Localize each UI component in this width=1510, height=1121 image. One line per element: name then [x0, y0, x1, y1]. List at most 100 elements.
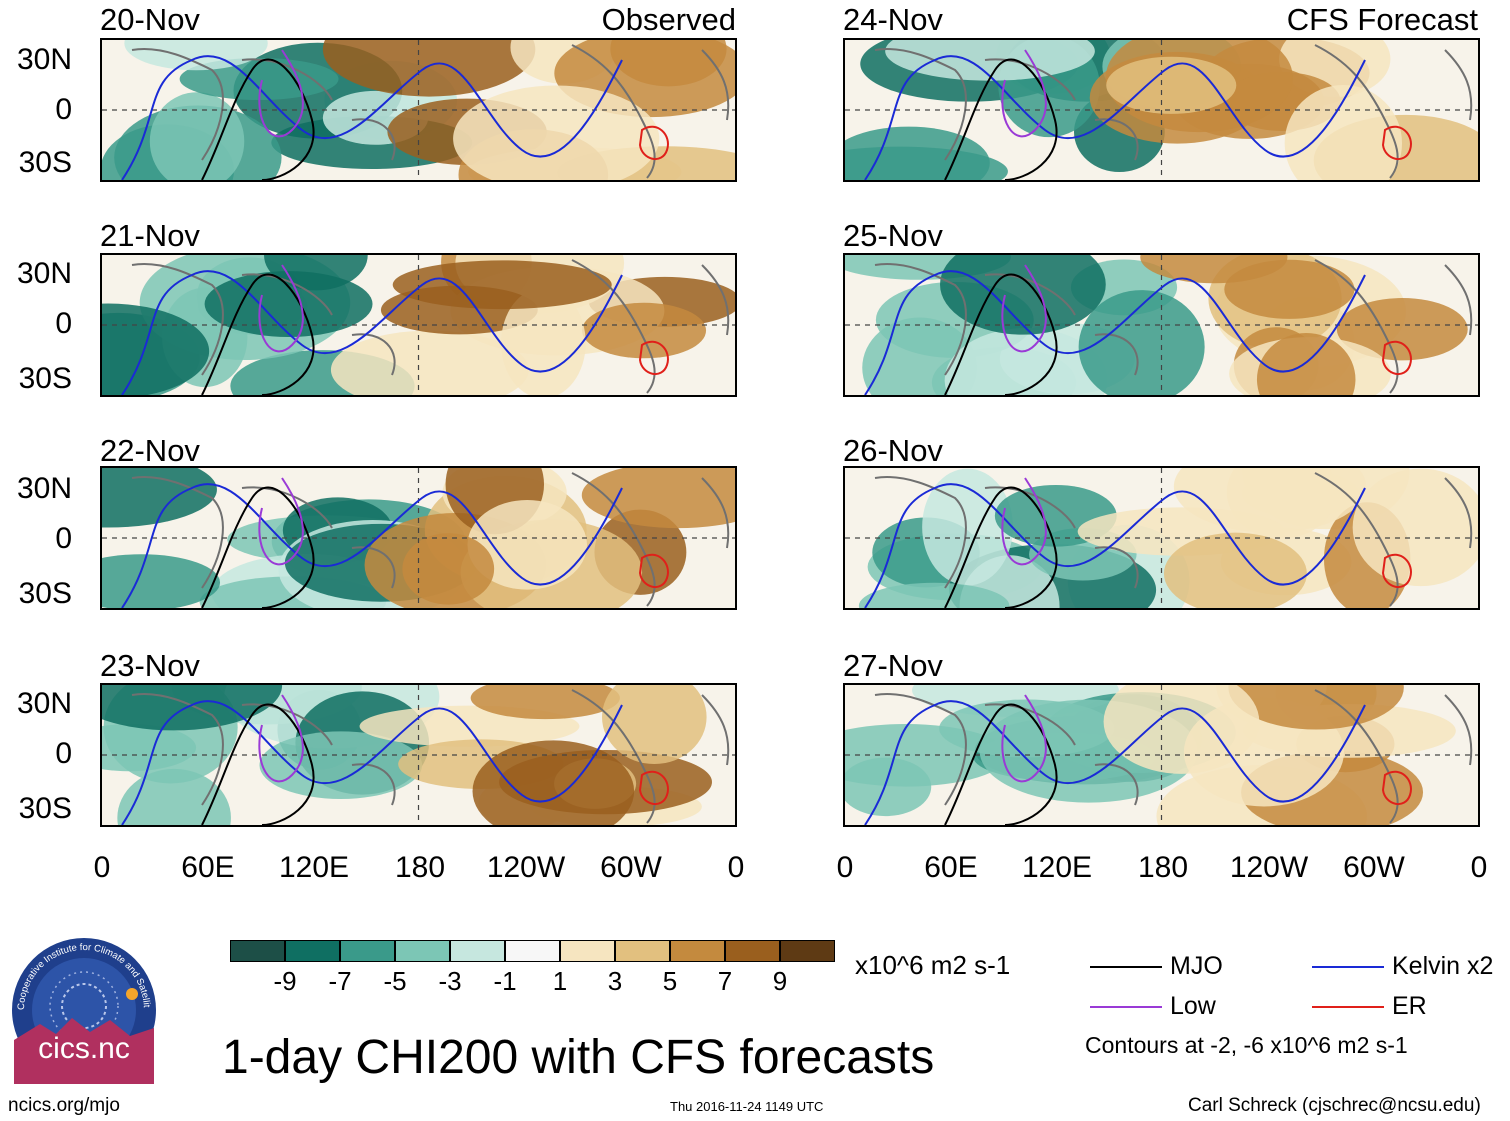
legend-line-er: [1312, 1006, 1384, 1008]
lon-label: 180: [394, 851, 446, 884]
anomaly-blob: [602, 685, 707, 765]
colorbar-tick: 3: [607, 966, 623, 996]
er-contour: [1381, 340, 1412, 375]
colorbar-swatch: [725, 940, 780, 962]
anomaly-blob: [858, 582, 1010, 608]
mjo-contour: [944, 486, 1058, 608]
anomaly-blob: [1224, 259, 1355, 319]
map-field: [845, 685, 1478, 825]
anomaly-blob: [453, 85, 660, 180]
colorbar-tick: -7: [328, 966, 352, 996]
anomaly-blob: [1228, 685, 1404, 730]
anomaly-blob: [322, 40, 536, 97]
panel-date-label: 24-Nov: [843, 2, 943, 37]
colorbar-swatch: [230, 940, 285, 962]
lat-label-30n: 30N: [16, 257, 72, 290]
mjo-contour: [201, 273, 315, 395]
map-field: [102, 685, 735, 825]
lat-label-30n: 30N: [16, 472, 72, 505]
colorbar-swatch: [340, 940, 395, 962]
anomaly-blob: [1336, 298, 1468, 361]
contour-note: Contours at -2, -6 x10^6 m2 s-1: [1085, 1032, 1408, 1058]
anomaly-blob: [582, 302, 707, 359]
anomaly-blob: [845, 146, 1008, 180]
cics-logo: Cooperative Institute for Climate and Sa…: [7, 928, 158, 1084]
colorbar-unit: x10^6 m2 s-1: [855, 950, 1011, 980]
colorbar-swatch: [615, 940, 670, 962]
lon-label: 0: [93, 851, 111, 884]
kelvin-contour: [121, 700, 623, 825]
anomaly-blob: [1163, 532, 1307, 608]
anomaly-blob: [392, 260, 612, 310]
colorbar-tick: -5: [383, 966, 407, 996]
anomaly-blob: [467, 500, 587, 590]
kelvin-contour: [864, 55, 1366, 180]
lon-label: 120E: [278, 851, 350, 884]
colorbar-tick: 1: [552, 966, 568, 996]
coastline: [131, 472, 730, 607]
er-contour: [638, 770, 669, 805]
legend-label-kelvin: Kelvin x2: [1392, 952, 1494, 980]
low-contour: [258, 49, 304, 138]
map-panel-observed-4: [100, 683, 737, 827]
anomaly-blob: [845, 757, 932, 817]
anomaly-blob: [922, 468, 1013, 586]
colorbar-tick: -9: [273, 966, 297, 996]
map-field: [845, 255, 1478, 395]
lat-label-eq: 0: [55, 93, 72, 126]
map-panel-observed-2: [100, 253, 737, 397]
anomaly-blob: [470, 685, 620, 720]
lon-label: 120W: [486, 851, 566, 884]
lat-label-30n: 30N: [16, 43, 72, 76]
lat-label-30n: 30N: [16, 687, 72, 720]
anomaly-blob: [402, 533, 495, 605]
lat-label-30s: 30S: [18, 362, 72, 395]
low-contour: [1001, 694, 1047, 783]
observed-title: Observed: [601, 2, 736, 37]
anomaly-blob: [501, 287, 586, 395]
lon-label: 120W: [1229, 851, 1309, 884]
map-panel-observed-3: [100, 466, 737, 610]
anomaly-blob: [330, 330, 529, 395]
legend-line-mjo: [1090, 966, 1162, 968]
anomaly-blob: [472, 740, 635, 825]
forecast-title: CFS Forecast: [1286, 2, 1478, 37]
panel-date-label: 20-Nov: [100, 2, 200, 37]
lon-label: 0: [836, 851, 854, 884]
mjo-contour: [944, 703, 1058, 825]
lat-label-30s: 30S: [18, 577, 72, 610]
low-contour: [258, 264, 304, 353]
kelvin-contour: [121, 55, 623, 180]
panel-date-label: 21-Nov: [100, 218, 200, 253]
mjo-contour: [201, 58, 315, 180]
legend-line-low: [1090, 1006, 1162, 1008]
lon-label: 0: [727, 851, 745, 884]
anomaly-blob: [149, 92, 245, 180]
anomaly-blob: [117, 768, 231, 825]
lon-label: 0: [1470, 851, 1488, 884]
coastline: [874, 472, 1473, 607]
anomaly-blob: [1078, 290, 1205, 395]
panel-date-label: 25-Nov: [843, 218, 943, 253]
er-contour: [1381, 770, 1412, 805]
coastline: [131, 44, 730, 179]
map-field: [845, 468, 1478, 608]
legend-label-er: ER: [1392, 992, 1427, 1020]
colorbar-tick: -1: [493, 966, 517, 996]
colorbar-swatch: [505, 940, 560, 962]
map-field: [102, 255, 735, 395]
anomaly-blob: [102, 554, 221, 608]
panel-date-label: 26-Nov: [843, 433, 943, 468]
colorbar-swatch: [450, 940, 505, 962]
map-panel-forecast-3: [843, 466, 1480, 610]
anomaly-blob: [1103, 685, 1260, 774]
colorbar-tick: 9: [772, 966, 788, 996]
kelvin-contour: [864, 483, 1366, 608]
colorbar-swatch: [285, 940, 340, 962]
mjo-contour: [944, 58, 1058, 180]
coastline: [131, 689, 730, 824]
anomaly-blob: [204, 271, 373, 337]
legend-label-mjo: MJO: [1170, 952, 1223, 980]
kelvin-contour: [121, 483, 623, 608]
lon-label: 60E: [181, 851, 235, 884]
